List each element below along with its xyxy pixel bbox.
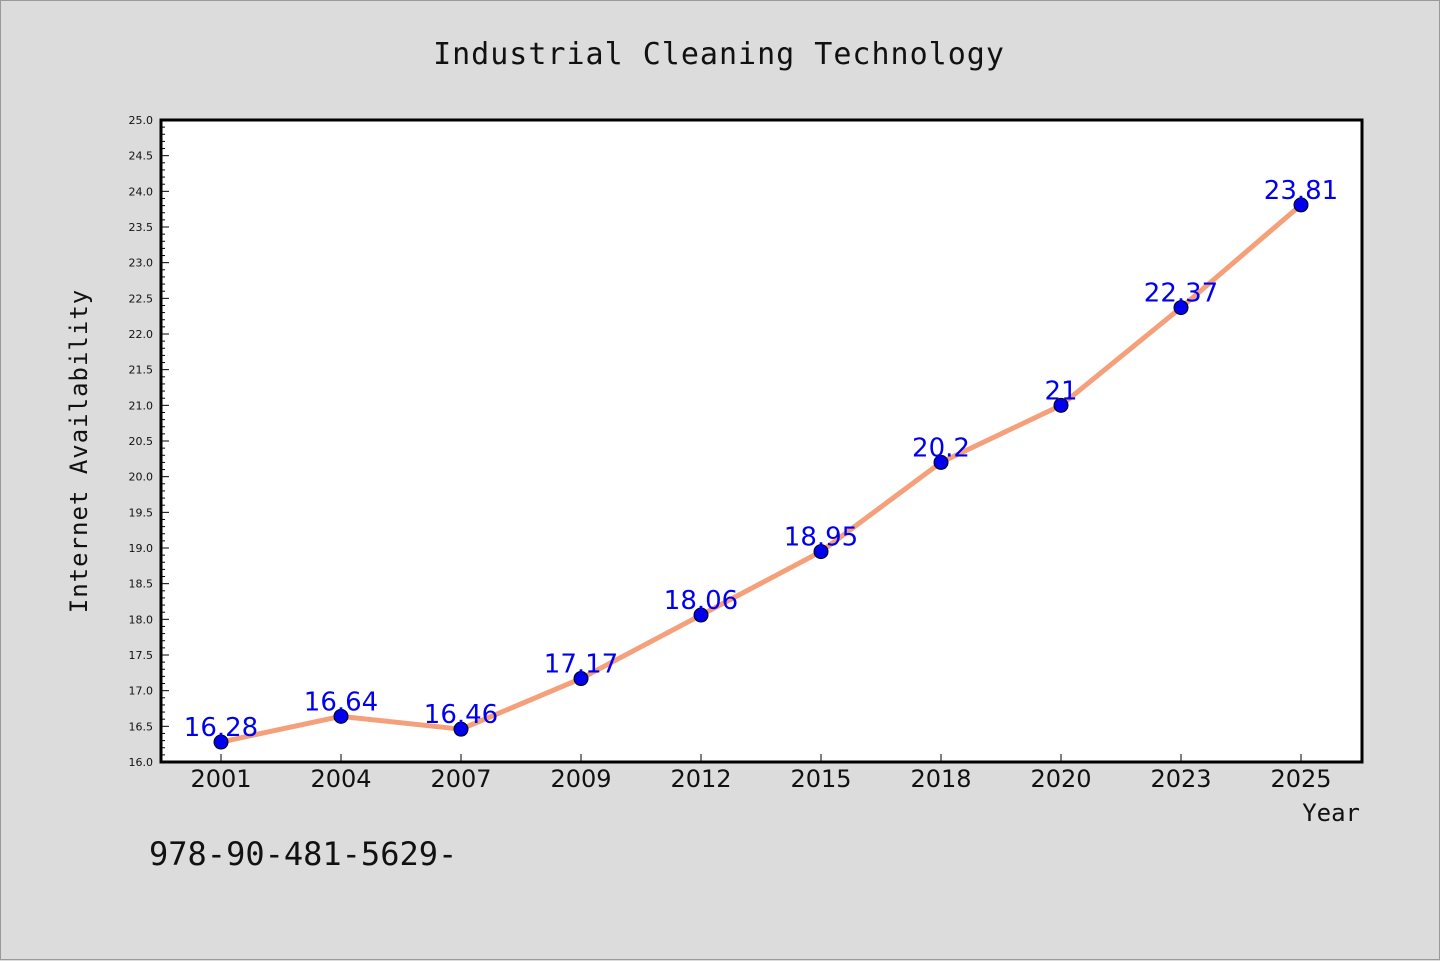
x-tick-label: 2012 bbox=[670, 765, 731, 793]
data-label: 16.64 bbox=[304, 687, 378, 717]
data-label: 16.46 bbox=[424, 700, 498, 730]
data-point bbox=[453, 721, 469, 737]
y-tick-label: 21.0 bbox=[129, 399, 154, 412]
data-label: 16.28 bbox=[184, 713, 258, 743]
x-axis-ticks: 2001 2004 2007 2009 2012 2015 2018 2020 2023 2025 bbox=[190, 754, 1332, 793]
x-tick-label: 2020 bbox=[1030, 765, 1091, 793]
y-tick-label: 16.0 bbox=[129, 756, 154, 769]
y-tick-label: 22.0 bbox=[129, 328, 154, 341]
data-point bbox=[333, 708, 349, 724]
y-tick-label: 25.0 bbox=[129, 114, 154, 127]
x-tick-label: 2001 bbox=[190, 765, 251, 793]
data-point bbox=[1293, 197, 1309, 213]
y-tick-label: 24.0 bbox=[129, 185, 154, 198]
y-tick-label: 19.5 bbox=[129, 506, 154, 519]
y-tick-label: 18.0 bbox=[129, 613, 154, 626]
x-tick-label: 2015 bbox=[790, 765, 851, 793]
y-tick-label: 23.0 bbox=[129, 257, 154, 270]
x-tick-label: 2009 bbox=[550, 765, 611, 793]
data-label: 23.81 bbox=[1264, 176, 1338, 206]
data-label: 22.37 bbox=[1144, 279, 1218, 309]
chart-title: Industrial Cleaning Technology bbox=[433, 37, 1005, 72]
data-point bbox=[933, 454, 949, 470]
x-tick-label: 2025 bbox=[1270, 765, 1331, 793]
y-tick-label: 20.5 bbox=[129, 435, 154, 448]
y-tick-label: 17.5 bbox=[129, 649, 154, 662]
y-tick-label: 18.5 bbox=[129, 578, 154, 591]
data-label: 18.06 bbox=[664, 586, 738, 616]
y-tick-label: 19.0 bbox=[129, 542, 154, 555]
data-label: 20.2 bbox=[912, 433, 970, 463]
y-tick-label: 22.5 bbox=[129, 292, 154, 305]
data-point bbox=[1053, 397, 1069, 413]
data-label: 21 bbox=[1044, 376, 1077, 406]
y-tick-label: 21.5 bbox=[129, 364, 154, 377]
y-tick-label: 20.0 bbox=[129, 471, 154, 484]
y-tick-label: 24.5 bbox=[129, 150, 154, 163]
footnote-text: 978-90-481-5629- bbox=[149, 835, 457, 873]
data-label: 17.17 bbox=[544, 650, 618, 680]
data-point bbox=[213, 734, 229, 750]
series-group: 16.28 16.64 16.46 17.17 18.06 18.95 20.2 21 22.3… bbox=[184, 176, 1338, 750]
x-tick-label: 2004 bbox=[310, 765, 371, 793]
x-tick-label: 2023 bbox=[1150, 765, 1211, 793]
x-tick-label: 2018 bbox=[910, 765, 971, 793]
y-axis-ticks: 16.0 16.5 17.0 17.5 18.0 18.5 19.0 19.5 20.0 20.5… bbox=[129, 114, 169, 769]
y-tick-label: 23.5 bbox=[129, 221, 154, 234]
data-point bbox=[813, 544, 829, 560]
data-point bbox=[1173, 300, 1189, 316]
y-tick-label: 16.5 bbox=[129, 720, 154, 733]
x-axis-label: Year bbox=[1302, 799, 1360, 827]
series-line bbox=[218, 202, 1304, 745]
x-tick-label: 2007 bbox=[430, 765, 491, 793]
data-point bbox=[693, 607, 709, 623]
data-point bbox=[573, 671, 589, 687]
data-label: 18.95 bbox=[784, 523, 858, 553]
y-axis-label: Internet Availability bbox=[65, 289, 93, 613]
plot-area bbox=[159, 118, 1364, 764]
y-tick-label: 17.0 bbox=[129, 685, 154, 698]
